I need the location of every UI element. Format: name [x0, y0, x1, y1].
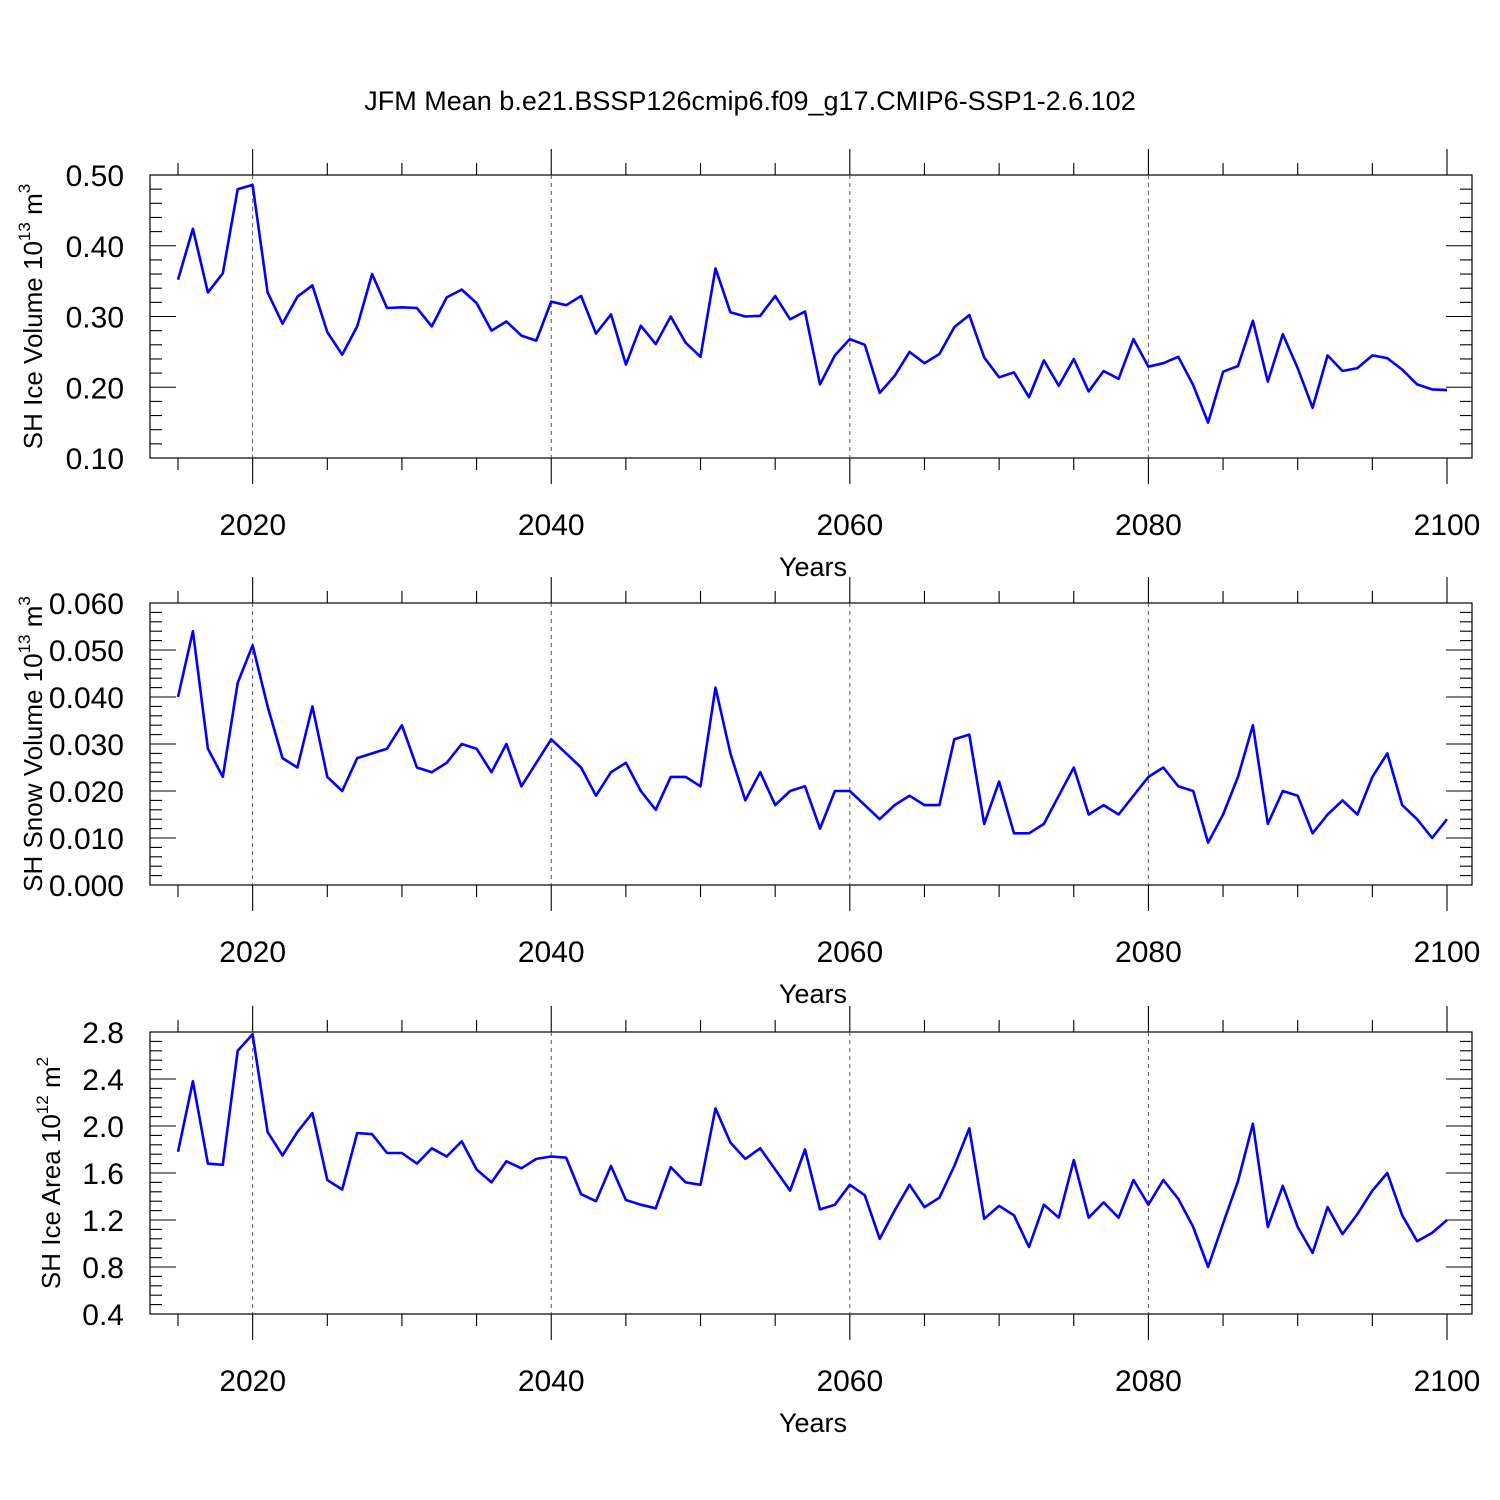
x-tick-label: 2060: [816, 936, 883, 969]
y-tick-label: 1.6: [82, 1158, 124, 1191]
x-tick-label: 2040: [518, 936, 585, 969]
y-tick-label: 2.8: [82, 1017, 124, 1050]
panel-3: 2020 2040 2060 2080 2100 Years 0.4 0.8 1.2 1.6 2.0…: [33, 1006, 1480, 1438]
x-tick-label: 2080: [1115, 1365, 1182, 1398]
y-tick-label: 0.4: [82, 1299, 124, 1332]
y-tick-label: 0.050: [49, 635, 124, 668]
y-axis-label: SH Snow Volume 1013 m3: [15, 596, 48, 892]
plot-frame: [149, 174, 1473, 459]
series-line: [176, 1033, 1448, 1269]
y-tick-label: 0.50: [66, 160, 124, 193]
x-tick-label: 2100: [1414, 936, 1481, 969]
series-line: [176, 629, 1449, 845]
y-tick-label: 0.10: [66, 443, 124, 476]
x-tick-label: 2060: [816, 509, 883, 542]
y-tick-label: 0.000: [49, 870, 124, 903]
y-tick-label: 0.20: [66, 372, 124, 405]
y-tick-label: 2.0: [82, 1111, 124, 1144]
x-tick-label: 2040: [518, 1365, 585, 1398]
series-line: [176, 183, 1448, 424]
x-tick-label: 2020: [219, 1365, 286, 1398]
x-tick-label: 2020: [219, 936, 286, 969]
x-axis-label: Years: [779, 552, 847, 582]
y-tick-label: 0.010: [49, 823, 124, 856]
y-tick-label: 0.30: [66, 302, 124, 335]
y-tick-label: 0.8: [82, 1252, 124, 1285]
plot-frame: [149, 602, 1473, 886]
panel-1: 2020 2040 2060 2080 2100 Years 0.10 0.20 0.30 0.4…: [15, 149, 1480, 582]
x-axis-label: Years: [779, 1408, 847, 1438]
x-axis-label: Years: [779, 979, 847, 1009]
x-tick-label: 2080: [1115, 509, 1182, 542]
y-tick-label: 0.020: [49, 776, 124, 809]
y-axis-label: SH Ice Area 1012 m2: [33, 1057, 66, 1289]
y-tick-label: 0.040: [49, 682, 124, 715]
x-tick-label: 2100: [1414, 1365, 1481, 1398]
y-tick-label: 0.030: [49, 729, 124, 762]
y-axis-label: SH Ice Volume 1013 m3: [15, 184, 48, 449]
y-tick-label: 2.4: [82, 1064, 124, 1097]
x-tick-label: 2060: [816, 1365, 883, 1398]
x-tick-label: 2020: [219, 509, 286, 542]
x-tick-label: 2040: [518, 509, 585, 542]
x-tick-label: 2080: [1115, 936, 1182, 969]
figure-title: JFM Mean b.e21.BSSP126cmip6.f09_g17.CMIP…: [364, 86, 1135, 116]
x-tick-label: 2100: [1414, 509, 1481, 542]
y-tick-label: 0.060: [49, 588, 124, 621]
y-tick-label: 0.40: [66, 231, 124, 264]
y-tick-label: 1.2: [82, 1205, 124, 1238]
panel-2: 2020 2040 2060 2080 2100 Years 0.000 0.010 0.020…: [15, 577, 1480, 1009]
